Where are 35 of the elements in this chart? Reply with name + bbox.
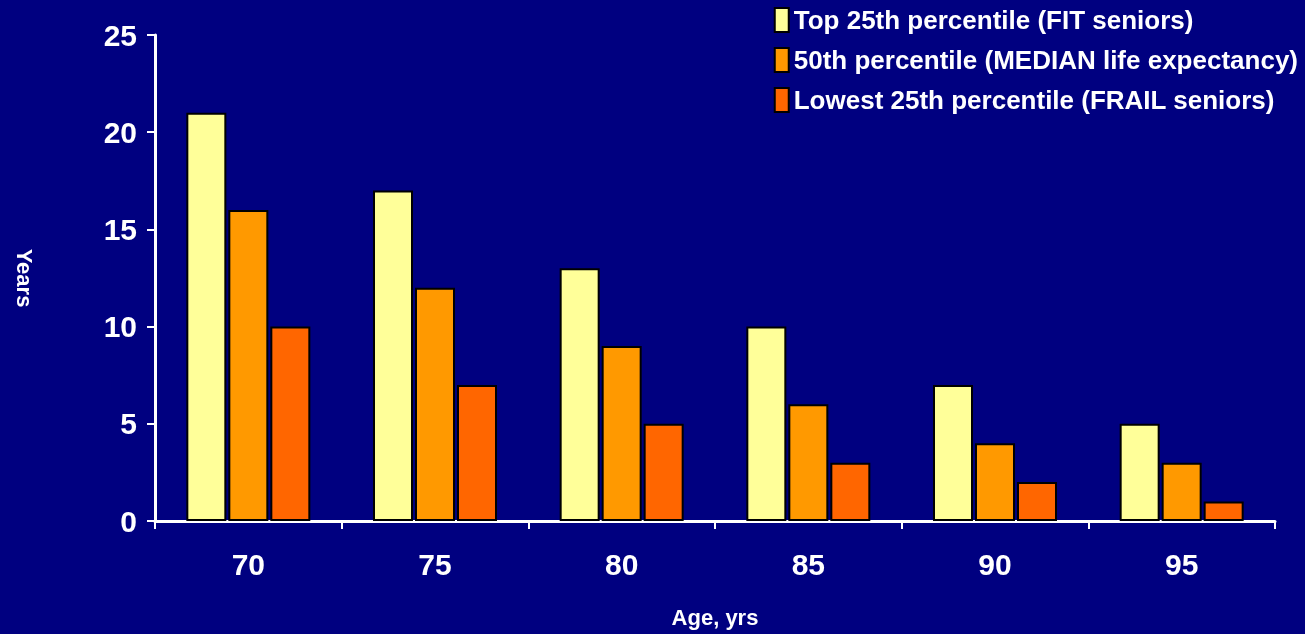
bar — [975, 443, 1015, 521]
bar — [601, 346, 642, 521]
y-tick-label: 10 — [103, 310, 137, 344]
bar — [228, 209, 269, 521]
y-tick-label: 25 — [103, 18, 137, 52]
bar — [1017, 482, 1057, 521]
x-tick-label: 90 — [978, 547, 1012, 581]
bar — [830, 462, 871, 521]
bar — [788, 404, 829, 521]
y-axis-title: Years — [11, 248, 37, 308]
bar — [415, 287, 455, 521]
y-tick-label: 15 — [103, 212, 137, 246]
bar — [643, 423, 684, 521]
legend-label: Top 25th percentile (FIT seniors) — [793, 5, 1194, 35]
bar — [186, 112, 227, 521]
y-tick-label: 0 — [120, 504, 137, 538]
legend-label: 50th percentile (MEDIAN life expectancy) — [793, 45, 1299, 75]
x-tick-label: 80 — [604, 547, 639, 581]
y-tick-label: 5 — [120, 407, 137, 441]
bar — [559, 268, 600, 521]
x-tick-label: 95 — [1164, 547, 1199, 581]
bar — [457, 384, 497, 521]
x-tick-label: 75 — [418, 547, 452, 581]
bar — [933, 384, 973, 521]
x-tick-label: 70 — [231, 547, 266, 581]
x-axis-title: Age, yrs — [671, 604, 759, 630]
bar — [746, 326, 787, 521]
bar — [1161, 462, 1202, 521]
bar — [1119, 423, 1160, 521]
bar — [270, 326, 311, 521]
bar — [373, 190, 413, 521]
legend-label: Lowest 25th percentile (FRAIL seniors) — [793, 85, 1275, 115]
y-tick-label: 20 — [103, 115, 137, 149]
bar — [1203, 501, 1244, 521]
x-tick-label: 85 — [791, 547, 826, 581]
